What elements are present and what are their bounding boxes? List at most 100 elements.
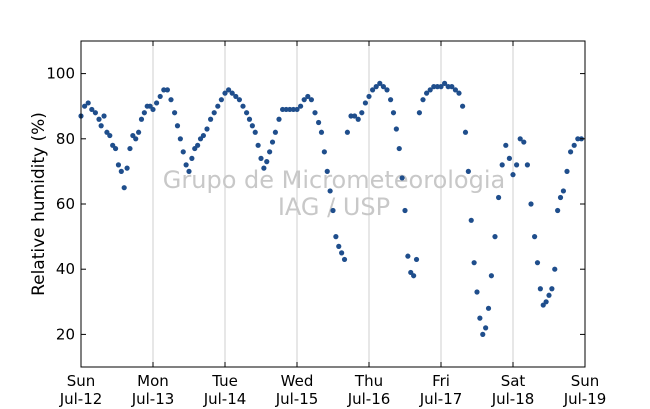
data-point xyxy=(471,260,477,266)
data-point xyxy=(330,207,336,214)
data-point xyxy=(521,139,527,145)
x-tick-label-date: Jul-19 xyxy=(563,390,607,408)
watermark: Grupo de Micrometeorologia IAG / USP xyxy=(163,166,505,221)
data-point xyxy=(399,175,405,181)
data-point xyxy=(215,103,221,109)
data-point xyxy=(488,273,494,279)
data-point xyxy=(483,325,489,331)
data-point xyxy=(390,110,397,116)
data-point xyxy=(555,207,561,214)
data-point xyxy=(514,162,520,168)
data-point xyxy=(141,110,147,116)
data-point xyxy=(452,87,458,93)
data-point xyxy=(528,201,534,207)
data-point xyxy=(480,331,486,337)
data-point xyxy=(136,129,142,135)
data-point xyxy=(396,145,402,152)
data-point xyxy=(370,87,376,93)
data-point xyxy=(506,155,512,161)
data-point xyxy=(168,97,174,103)
data-point xyxy=(416,110,422,116)
y-tick-label: 80 xyxy=(56,130,75,148)
data-point xyxy=(575,136,581,142)
data-point xyxy=(442,80,448,86)
data-point xyxy=(355,116,361,122)
data-point xyxy=(571,142,577,148)
data-point xyxy=(301,97,307,103)
data-point xyxy=(96,116,102,122)
x-tick-label-day: Sat xyxy=(501,372,526,390)
data-point xyxy=(124,165,130,171)
data-point xyxy=(380,84,386,90)
watermark-line-2: IAG / USP xyxy=(278,193,390,221)
data-point xyxy=(492,234,498,240)
x-tick-label-day: Sun xyxy=(571,372,600,390)
data-point xyxy=(161,87,167,93)
data-point xyxy=(269,139,276,145)
data-point xyxy=(267,149,273,155)
x-tick-label-day: Thu xyxy=(354,372,383,390)
data-point xyxy=(89,106,95,113)
data-point xyxy=(316,119,322,126)
x-tick-label-date: Jul-18 xyxy=(491,390,535,408)
data-point xyxy=(172,110,178,116)
data-point xyxy=(204,126,210,132)
data-point xyxy=(431,84,437,90)
data-point xyxy=(321,149,327,155)
data-point xyxy=(384,87,390,93)
y-tick-label: 20 xyxy=(56,325,75,343)
data-point xyxy=(298,103,304,109)
data-point xyxy=(510,172,516,178)
data-point xyxy=(92,110,98,116)
data-point xyxy=(294,106,300,113)
data-point xyxy=(434,84,440,90)
data-point xyxy=(229,90,235,96)
data-point xyxy=(352,113,358,119)
y-tick-label: 60 xyxy=(56,195,75,213)
data-point xyxy=(283,106,289,113)
data-point xyxy=(546,292,552,298)
data-point xyxy=(468,217,474,223)
data-point xyxy=(287,106,293,113)
data-point xyxy=(534,260,541,266)
data-point xyxy=(420,97,426,103)
x-tick-label-date: Jul-15 xyxy=(275,390,319,408)
data-point xyxy=(305,93,311,100)
x-tick-label-date: Jul-13 xyxy=(131,390,175,408)
data-point xyxy=(460,103,466,109)
data-point xyxy=(258,155,264,161)
data-point xyxy=(405,253,411,259)
watermark-line-1: Grupo de Micrometeorologia xyxy=(163,166,505,194)
data-point xyxy=(177,136,183,142)
data-point xyxy=(373,84,379,90)
y-axis: 20 40 60 80 100 xyxy=(46,65,585,343)
data-point xyxy=(359,110,365,116)
data-point xyxy=(154,100,160,106)
data-point xyxy=(499,162,505,168)
data-point xyxy=(339,250,345,256)
data-point xyxy=(280,106,286,113)
data-point xyxy=(240,103,246,109)
data-point xyxy=(366,93,372,100)
data-point xyxy=(333,234,339,240)
data-point xyxy=(568,149,574,155)
data-point xyxy=(98,123,104,129)
data-point xyxy=(524,162,531,168)
data-point xyxy=(121,185,127,191)
data-point xyxy=(341,256,348,263)
data-point xyxy=(477,315,483,321)
data-point xyxy=(411,273,417,279)
data-point xyxy=(503,142,509,148)
data-point xyxy=(424,90,430,96)
data-point xyxy=(496,194,502,201)
data-point xyxy=(150,106,156,113)
data-point xyxy=(101,113,107,119)
data-point xyxy=(474,289,480,295)
data-point xyxy=(532,234,538,240)
data-point xyxy=(118,168,124,174)
data-point xyxy=(127,145,133,152)
data-points xyxy=(78,80,585,337)
data-point xyxy=(233,93,239,100)
data-point xyxy=(324,168,330,174)
